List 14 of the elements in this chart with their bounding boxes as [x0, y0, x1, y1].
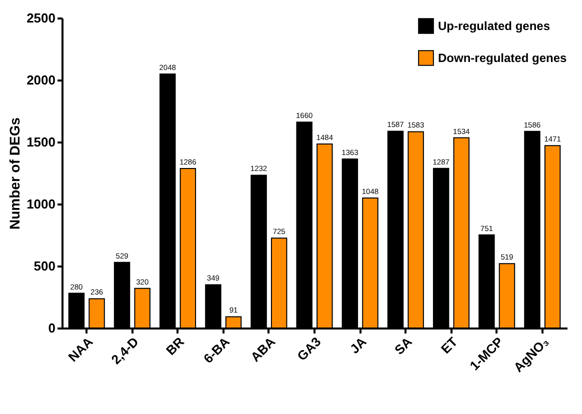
x-tick-label: BR [163, 334, 188, 358]
x-tick-label: GA3 [294, 334, 324, 364]
y-tick-label: 1000 [26, 196, 56, 212]
y-tick-label: 0 [48, 320, 56, 336]
legend-label: Down-regulated genes [438, 51, 568, 65]
y-tick-label: 2500 [26, 10, 56, 26]
legend-label: Up-regulated genes [438, 19, 550, 33]
x-tick-label: ET [438, 334, 460, 356]
x-tick-label: SA [391, 334, 416, 358]
y-tick-label: 2000 [26, 72, 56, 88]
x-tick-label: JA [346, 334, 370, 356]
y-tick-label: 500 [34, 258, 56, 274]
y-axis-title: Number of DEGs [6, 117, 23, 230]
y-tick-label: 1500 [26, 134, 56, 150]
